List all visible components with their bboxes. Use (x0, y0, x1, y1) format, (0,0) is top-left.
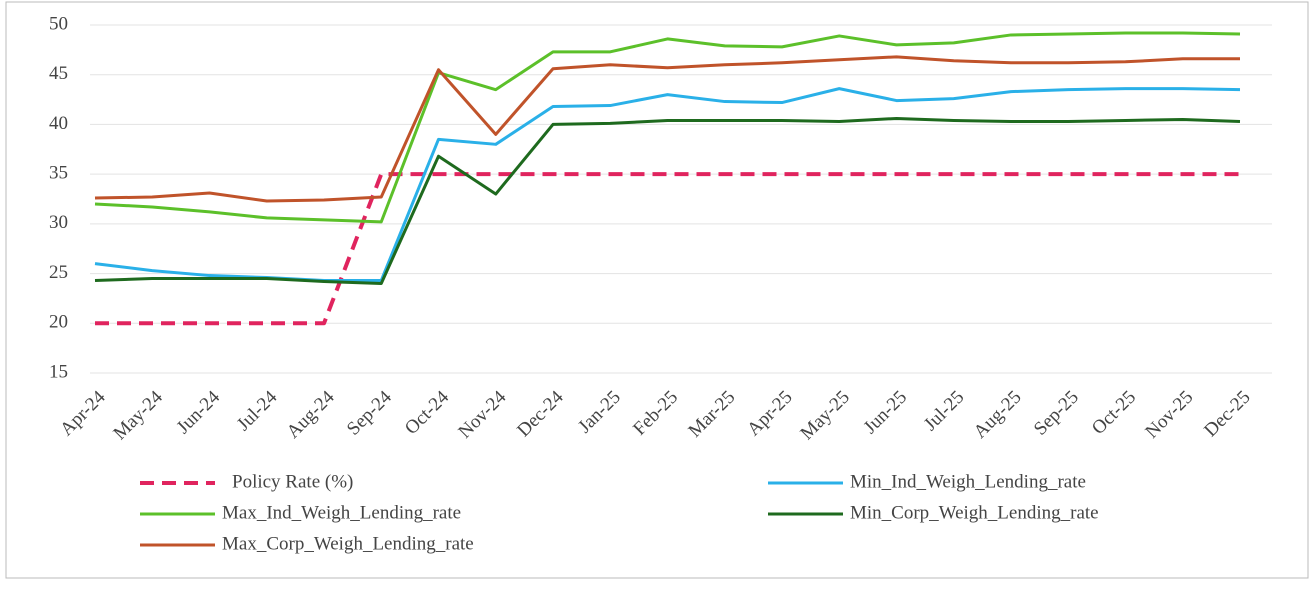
x-tick-label: Feb-25 (629, 387, 682, 440)
x-tick-label: Dec-25 (1200, 387, 1254, 441)
series-line (94, 116, 1241, 286)
y-tick-label: 20 (49, 312, 68, 333)
legend-label: Min_Corp_Weigh_Lending_rate (850, 502, 1099, 523)
x-tick-label: Dec-24 (513, 386, 568, 441)
x-tick-label: Jun-25 (860, 387, 911, 438)
x-tick-label: Jan-25 (574, 387, 625, 438)
x-tick-label: Jul-25 (920, 387, 968, 435)
x-tick-label: Oct-24 (401, 386, 454, 439)
x-tick-label: May-24 (109, 386, 167, 444)
series-line (94, 87, 1241, 283)
series-line (94, 55, 1240, 203)
x-tick-label: Sep-25 (1030, 387, 1083, 440)
x-tick-label: Oct-25 (1088, 387, 1140, 439)
x-tick-label: Jun-24 (173, 386, 225, 438)
legend-label: Max_Ind_Weigh_Lending_rate (222, 502, 461, 523)
legend-label: Policy Rate (%) (232, 471, 353, 492)
legend-label: Min_Ind_Weigh_Lending_rate (850, 471, 1086, 492)
series-line (94, 31, 1241, 224)
x-tick-label: Aug-25 (970, 387, 1026, 443)
y-tick-label: 35 (49, 163, 68, 184)
series-line (95, 172, 1240, 326)
x-tick-label: May-25 (796, 387, 853, 444)
y-tick-label: 30 (49, 212, 68, 233)
x-tick-label: Apr-25 (743, 387, 796, 440)
x-tick-label: Mar-25 (684, 387, 739, 442)
chart-border (5, 1, 1309, 579)
x-tick-label: Apr-24 (56, 386, 110, 440)
y-tick-label: 40 (49, 113, 68, 134)
y-tick-label: 25 (49, 262, 68, 283)
x-tick-label: Jul-24 (233, 386, 282, 435)
x-tick-label: Aug-24 (283, 386, 339, 442)
x-tick-label: Nov-25 (1141, 387, 1197, 443)
y-tick-label: 50 (49, 13, 68, 34)
legend-label: Max_Corp_Weigh_Lending_rate (222, 533, 474, 554)
x-tick-label: Sep-24 (343, 386, 396, 439)
y-tick-label: 45 (49, 63, 68, 84)
y-tick-label: 15 (49, 361, 68, 382)
x-tick-label: Nov-24 (454, 386, 510, 442)
